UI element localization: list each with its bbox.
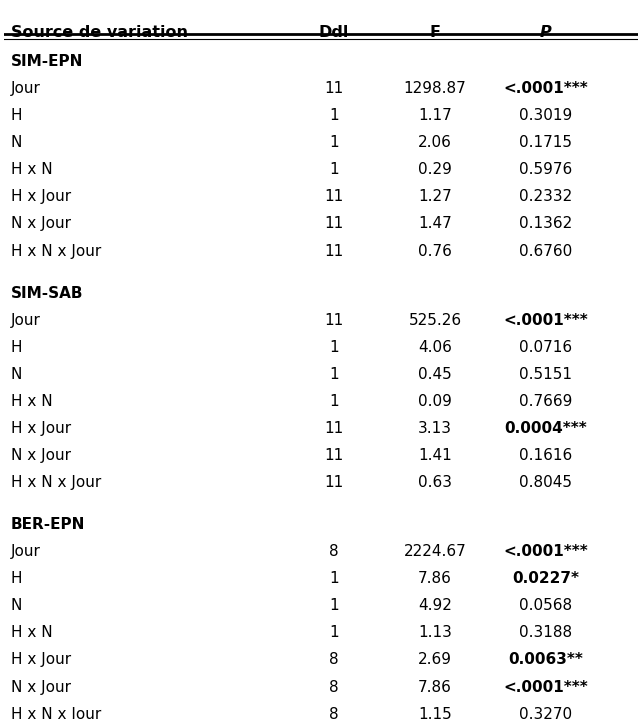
Text: 1.13: 1.13 (418, 626, 452, 641)
Text: 2.06: 2.06 (418, 135, 452, 150)
Text: 11: 11 (324, 216, 343, 232)
Text: 0.0568: 0.0568 (519, 598, 573, 613)
Text: Jour: Jour (10, 544, 40, 559)
Text: 11: 11 (324, 475, 343, 490)
Text: 0.5976: 0.5976 (519, 162, 573, 178)
Text: 1: 1 (329, 108, 338, 123)
Text: 11: 11 (324, 244, 343, 259)
Text: H x N: H x N (10, 394, 52, 409)
Text: 0.7669: 0.7669 (519, 394, 573, 409)
Text: 4.06: 4.06 (418, 339, 452, 354)
Text: N: N (10, 135, 22, 150)
Text: 2224.67: 2224.67 (404, 544, 467, 559)
Text: 0.76: 0.76 (418, 244, 452, 259)
Text: 0.2332: 0.2332 (519, 189, 573, 204)
Text: H x Jour: H x Jour (10, 421, 71, 436)
Text: 0.8045: 0.8045 (519, 475, 573, 490)
Text: SIM-EPN: SIM-EPN (10, 54, 83, 69)
Text: N x Jour: N x Jour (10, 448, 71, 463)
Text: 8: 8 (329, 707, 338, 719)
Text: 0.45: 0.45 (418, 367, 452, 382)
Text: 0.1362: 0.1362 (519, 216, 573, 232)
Text: <.0001***: <.0001*** (503, 544, 588, 559)
Text: 0.5151: 0.5151 (519, 367, 573, 382)
Text: Jour: Jour (10, 313, 40, 328)
Text: 0.0227*: 0.0227* (512, 571, 580, 586)
Text: 0.29: 0.29 (418, 162, 452, 178)
Text: <.0001***: <.0001*** (503, 313, 588, 328)
Text: H: H (10, 108, 22, 123)
Text: BER-EPN: BER-EPN (10, 517, 85, 532)
Text: 1.47: 1.47 (418, 216, 452, 232)
Text: N x Jour: N x Jour (10, 679, 71, 695)
Text: H x N x Jour: H x N x Jour (10, 707, 101, 719)
Text: N: N (10, 367, 22, 382)
Text: 11: 11 (324, 189, 343, 204)
Text: H x N x Jour: H x N x Jour (10, 475, 101, 490)
Text: 7.86: 7.86 (418, 571, 452, 586)
Text: 11: 11 (324, 421, 343, 436)
Text: 0.09: 0.09 (418, 394, 452, 409)
Text: 7.86: 7.86 (418, 679, 452, 695)
Text: N: N (10, 598, 22, 613)
Text: 8: 8 (329, 544, 338, 559)
Text: 11: 11 (324, 313, 343, 328)
Text: H x Jour: H x Jour (10, 652, 71, 667)
Text: 0.63: 0.63 (418, 475, 452, 490)
Text: SIM-SAB: SIM-SAB (10, 285, 83, 301)
Text: 1: 1 (329, 598, 338, 613)
Text: 1: 1 (329, 162, 338, 178)
Text: 1.41: 1.41 (418, 448, 452, 463)
Text: H x N: H x N (10, 162, 52, 178)
Text: Jour: Jour (10, 81, 40, 96)
Text: 525.26: 525.26 (408, 313, 462, 328)
Text: 0.0004***: 0.0004*** (505, 421, 587, 436)
Text: P: P (540, 24, 552, 40)
Text: 1298.87: 1298.87 (404, 81, 467, 96)
Text: 1.27: 1.27 (418, 189, 452, 204)
Text: H x N x Jour: H x N x Jour (10, 244, 101, 259)
Text: Source de variation: Source de variation (10, 24, 187, 40)
Text: 1: 1 (329, 339, 338, 354)
Text: 8: 8 (329, 652, 338, 667)
Text: H x Jour: H x Jour (10, 189, 71, 204)
Text: 8: 8 (329, 679, 338, 695)
Text: 0.0063**: 0.0063** (508, 652, 584, 667)
Text: 0.6760: 0.6760 (519, 244, 573, 259)
Text: 0.3019: 0.3019 (519, 108, 573, 123)
Text: Ddl: Ddl (318, 24, 349, 40)
Text: 1: 1 (329, 571, 338, 586)
Text: 11: 11 (324, 448, 343, 463)
Text: 0.0716: 0.0716 (519, 339, 573, 354)
Text: H x N: H x N (10, 626, 52, 641)
Text: <.0001***: <.0001*** (503, 679, 588, 695)
Text: H: H (10, 571, 22, 586)
Text: 0.3188: 0.3188 (519, 626, 573, 641)
Text: 0.3270: 0.3270 (519, 707, 573, 719)
Text: 1.17: 1.17 (418, 108, 452, 123)
Text: 1: 1 (329, 135, 338, 150)
Text: 0.1715: 0.1715 (519, 135, 573, 150)
Text: 1: 1 (329, 626, 338, 641)
Text: 1: 1 (329, 367, 338, 382)
Text: <.0001***: <.0001*** (503, 81, 588, 96)
Text: 4.92: 4.92 (418, 598, 452, 613)
Text: 3.13: 3.13 (418, 421, 452, 436)
Text: 1.15: 1.15 (418, 707, 452, 719)
Text: F: F (429, 24, 440, 40)
Text: 11: 11 (324, 81, 343, 96)
Text: 0.1616: 0.1616 (519, 448, 573, 463)
Text: 1: 1 (329, 394, 338, 409)
Text: 2.69: 2.69 (418, 652, 452, 667)
Text: H: H (10, 339, 22, 354)
Text: N x Jour: N x Jour (10, 216, 71, 232)
